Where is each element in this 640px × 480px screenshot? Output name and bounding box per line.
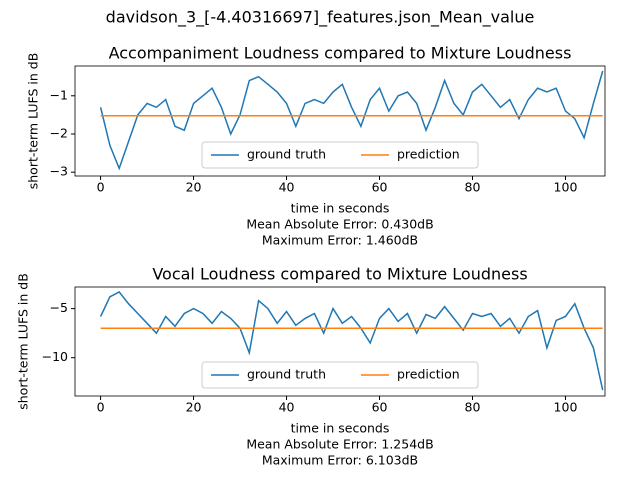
x-tick-label: 40 bbox=[279, 180, 295, 195]
series-line bbox=[99, 290, 604, 391]
axes-frame bbox=[74, 286, 606, 397]
annotation: Mean Absolute Error: 0.430dB bbox=[246, 217, 433, 232]
annotation: Mean Absolute Error: 1.254dB bbox=[246, 437, 433, 452]
subplot-title: Accompaniment Loudness compared to Mixtu… bbox=[109, 44, 572, 63]
legend-box bbox=[201, 141, 479, 169]
legend-box bbox=[201, 361, 479, 389]
legend: ground truth prediction bbox=[201, 141, 479, 169]
x-tick-label: 40 bbox=[279, 400, 295, 415]
x-tick-label: 60 bbox=[372, 180, 388, 195]
legend-label: ground truth bbox=[247, 367, 326, 382]
x-tick-label: 100 bbox=[554, 400, 578, 415]
y-axis-label: short-term LUFS in dB bbox=[16, 273, 31, 410]
y-axis-label: short-term LUFS in dB bbox=[26, 53, 41, 190]
x-axis-label: time in seconds bbox=[291, 201, 390, 216]
y-tick-label: −3 bbox=[50, 164, 68, 179]
x-tick-label: 0 bbox=[97, 180, 105, 195]
x-tick-label: 100 bbox=[554, 180, 578, 195]
y-tick-label: −5 bbox=[50, 300, 68, 315]
legend-label: prediction bbox=[397, 147, 460, 162]
x-tick-label: 20 bbox=[186, 180, 202, 195]
x-tick-label: 80 bbox=[465, 180, 481, 195]
axes-frame bbox=[74, 65, 606, 177]
x-tick-label: 80 bbox=[465, 400, 481, 415]
x-axis-label: time in seconds bbox=[291, 421, 390, 436]
annotation: Maximum Error: 6.103dB bbox=[262, 453, 418, 468]
series-line bbox=[99, 70, 604, 171]
y-tick-label: −10 bbox=[42, 349, 68, 364]
x-tick-label: 20 bbox=[186, 400, 202, 415]
legend-label: prediction bbox=[397, 367, 460, 382]
annotation: Maximum Error: 1.460dB bbox=[262, 233, 418, 248]
subplot-title: Vocal Loudness compared to Mixture Loudn… bbox=[152, 265, 527, 284]
x-tick-label: 0 bbox=[97, 400, 105, 415]
figure-title: davidson_3_[-4.40316697]_features.json_M… bbox=[106, 8, 535, 28]
y-tick-label: −2 bbox=[50, 125, 68, 140]
x-tick-label: 60 bbox=[372, 400, 388, 415]
legend-label: ground truth bbox=[247, 147, 326, 162]
y-tick-label: −1 bbox=[50, 87, 68, 102]
legend: ground truth prediction bbox=[201, 361, 479, 389]
